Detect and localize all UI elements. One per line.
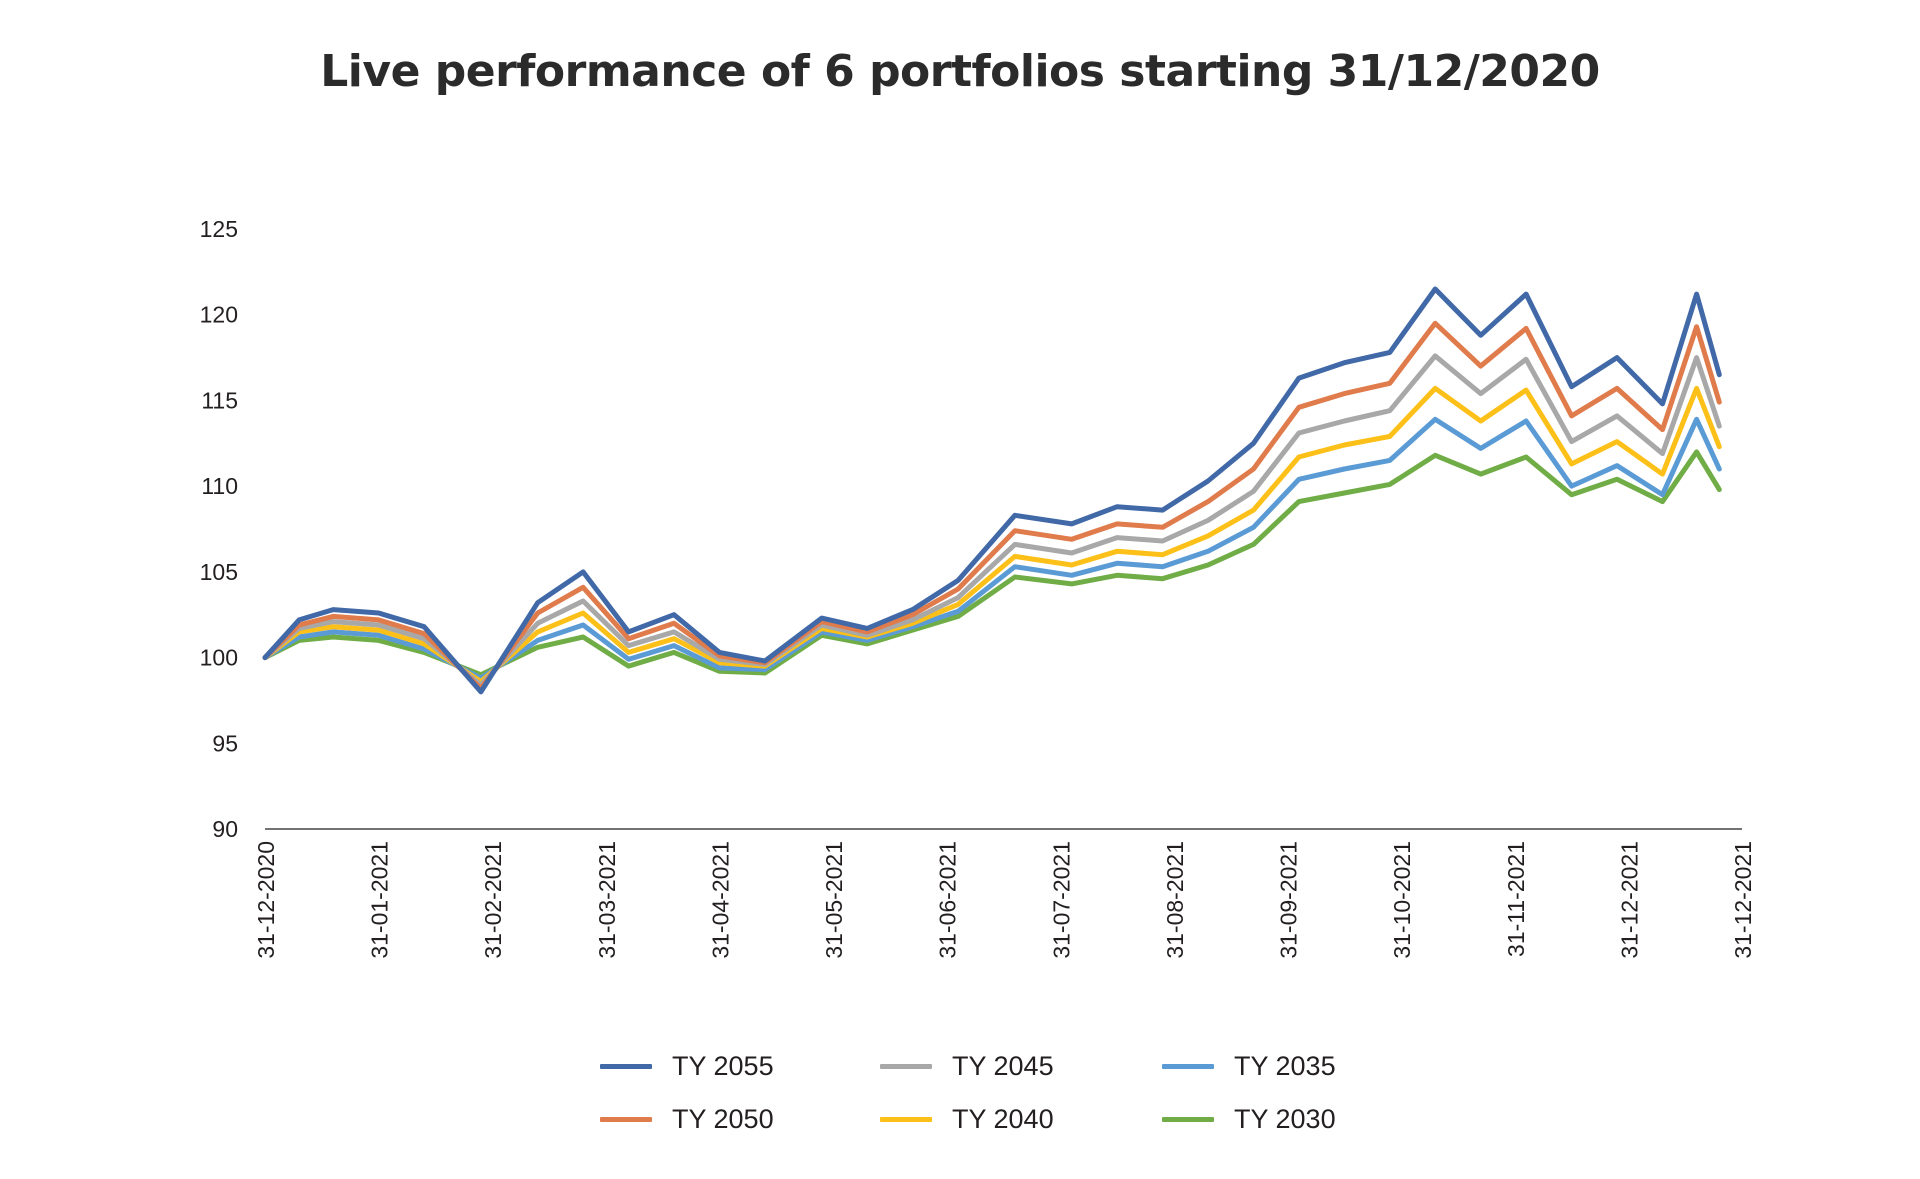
legend-item: TY 2035	[1162, 1046, 1336, 1086]
x-tick-label: 31-12-2021	[1730, 841, 1756, 959]
x-tick-label: 31-09-2021	[1276, 841, 1302, 959]
legend-swatch	[880, 1116, 932, 1122]
x-tick-label: 31-10-2021	[1389, 841, 1415, 959]
x-tick-label: 31-01-2021	[367, 841, 393, 959]
chart-title: Live performance of 6 portfolios startin…	[320, 46, 1600, 97]
legend-swatch	[880, 1063, 932, 1069]
y-tick-label: 105	[200, 559, 238, 585]
series-line-ty-2055	[262, 286, 1722, 695]
legend-swatch	[600, 1116, 652, 1122]
legend-swatch	[1162, 1116, 1214, 1122]
y-tick-label: 95	[212, 730, 238, 756]
x-tick-label: 31-12-2021	[1616, 841, 1642, 959]
x-tick-label: 31-11-2021	[1503, 841, 1529, 957]
x-tick-label: 31-03-2021	[594, 841, 620, 959]
x-tick-label: 31-07-2021	[1048, 841, 1074, 959]
legend-item: TY 2050	[600, 1099, 774, 1139]
x-tick-label: 31-05-2021	[821, 841, 847, 959]
legend-item: TY 2030	[1162, 1099, 1336, 1139]
y-tick-label: 120	[200, 302, 238, 328]
x-tick-label: 31-06-2021	[935, 841, 961, 959]
legend: TY 2055 TY 2045 TY 2035 TY 2050 TY 2040 TY 20…	[600, 1046, 1360, 1156]
legend-label: TY 2045	[952, 1050, 1054, 1081]
y-tick-label: 90	[212, 816, 238, 842]
x-tick-label: 31-04-2021	[707, 841, 733, 959]
x-axis-tick-labels: 31-12-2020 31-01-2021 31-02-2021 31-03-2021…	[253, 841, 1756, 959]
y-tick-label: 110	[201, 473, 238, 499]
x-tick-label: 31-02-2021	[480, 841, 506, 959]
y-tick-label: 115	[201, 387, 238, 413]
legend-label: TY 2030	[1234, 1103, 1336, 1134]
y-tick-label: 125	[200, 216, 238, 242]
legend-swatch	[1162, 1063, 1214, 1069]
legend-item: TY 2040	[880, 1099, 1054, 1139]
x-tick-label: 31-12-2020	[253, 841, 279, 959]
legend-label: TY 2040	[952, 1103, 1054, 1134]
legend-item: TY 2055	[600, 1046, 774, 1086]
legend-label: TY 2050	[672, 1103, 774, 1134]
legend-label: TY 2035	[1234, 1050, 1336, 1081]
y-tick-label: 100	[200, 645, 238, 671]
series-line-ty-2035	[262, 416, 1722, 681]
legend-swatch	[600, 1063, 652, 1069]
series-lines	[262, 286, 1722, 695]
x-tick-label: 31-08-2021	[1162, 841, 1188, 959]
series-line-ty-2040	[262, 385, 1722, 685]
y-axis-tick-labels: 90 95 100 105 110 115 120 125	[200, 216, 238, 842]
legend-item: TY 2045	[880, 1046, 1054, 1086]
legend-label: TY 2055	[672, 1050, 774, 1081]
